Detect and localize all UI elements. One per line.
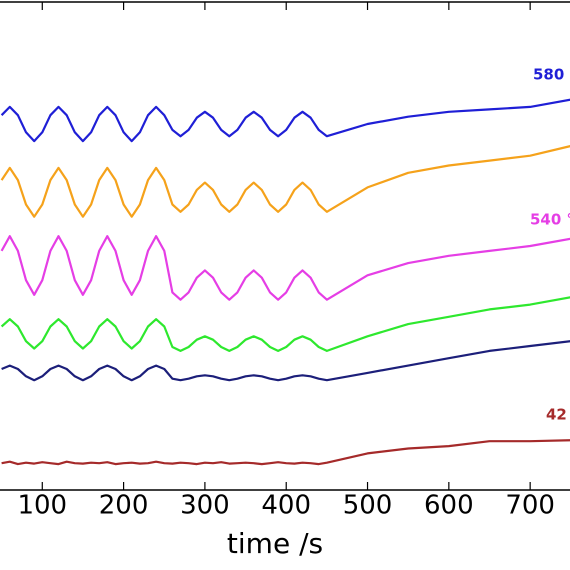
x-tick-label: 700 <box>505 491 555 521</box>
series-label: 580 <box>533 66 564 84</box>
series-label: 42 <box>546 406 567 424</box>
series-line <box>1 439 570 466</box>
series-line <box>1 340 570 382</box>
plot-frame <box>0 1 570 491</box>
series-line <box>0 145 570 218</box>
x-axis-label: time /s <box>227 527 323 560</box>
x-tick-label: 100 <box>17 491 67 521</box>
x-tick-label: 200 <box>99 491 149 521</box>
series-line <box>0 296 570 352</box>
x-tick-label: 600 <box>424 491 474 521</box>
x-tick-label: 300 <box>180 491 230 521</box>
x-tick-label: 400 <box>261 491 311 521</box>
series-label: 540 ° <box>530 211 570 229</box>
series-line <box>0 235 570 301</box>
x-tick-label: 500 <box>343 491 393 521</box>
series-line <box>0 98 570 143</box>
